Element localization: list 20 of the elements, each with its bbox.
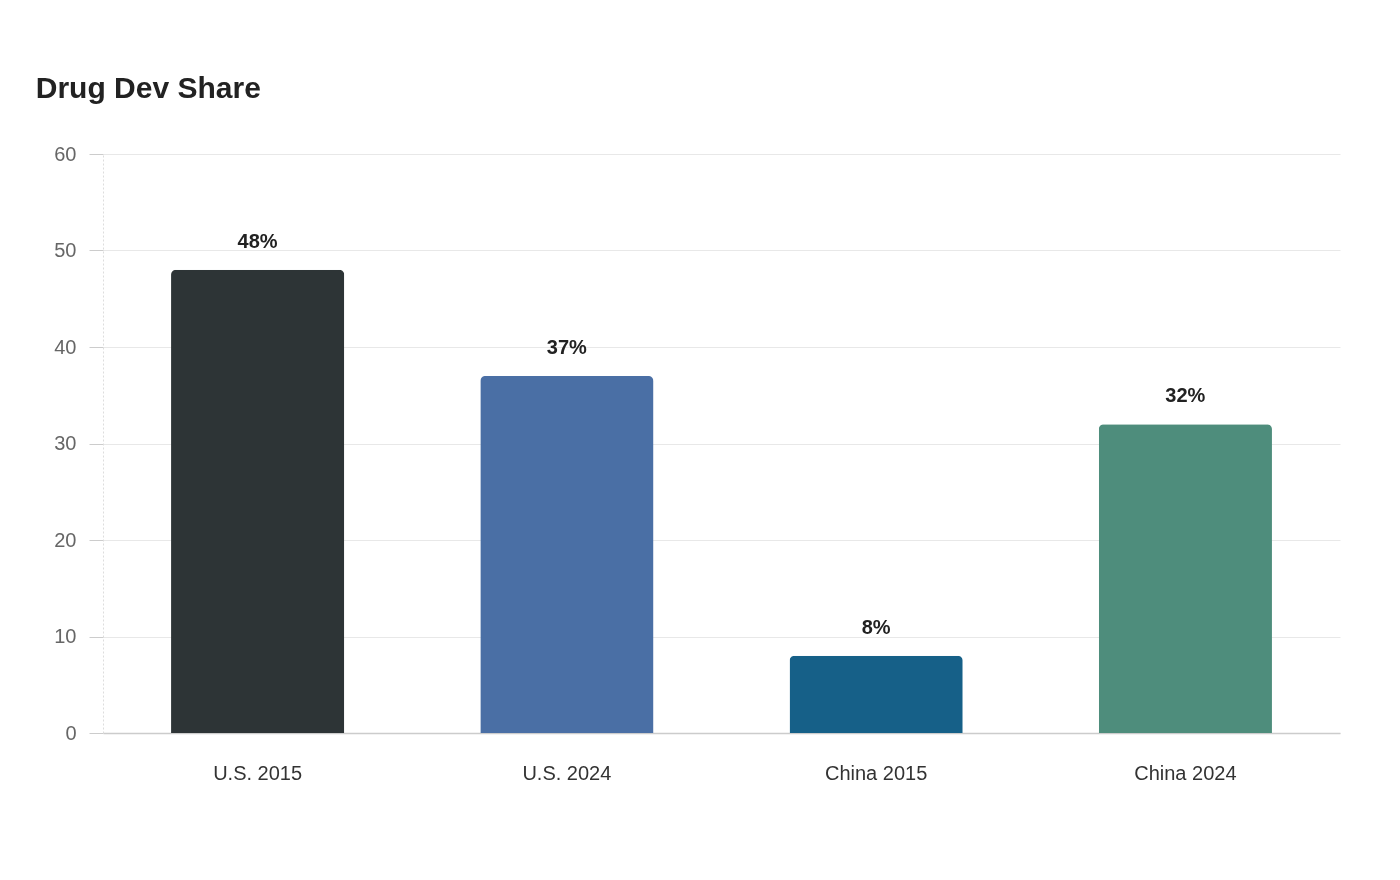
y-tick-label: 10 (54, 625, 77, 647)
chart-title: Drug Dev Share (35, 71, 261, 104)
data-label: 37% (546, 335, 588, 358)
data-label: 32% (1165, 384, 1206, 407)
y-tick-label: 50 (54, 239, 77, 261)
y-tick-label: 0 (65, 721, 77, 744)
x-tick-label: U.S. 2024 (522, 761, 612, 784)
data-label: 48% (237, 229, 278, 252)
bar (480, 375, 654, 733)
y-tick-label: 60 (54, 142, 77, 165)
data-label: 8% (861, 615, 891, 638)
y-tick-label: 40 (54, 335, 77, 358)
y-tick-label: 30 (54, 432, 77, 454)
x-tick-label: U.S. 2015 (213, 761, 303, 784)
bar (1098, 424, 1272, 733)
bar (171, 269, 345, 733)
bar (789, 655, 963, 733)
y-tick-label: 20 (54, 528, 77, 551)
x-tick-label: China 2024 (1134, 761, 1237, 784)
x-tick-label: China 2015 (824, 761, 928, 784)
